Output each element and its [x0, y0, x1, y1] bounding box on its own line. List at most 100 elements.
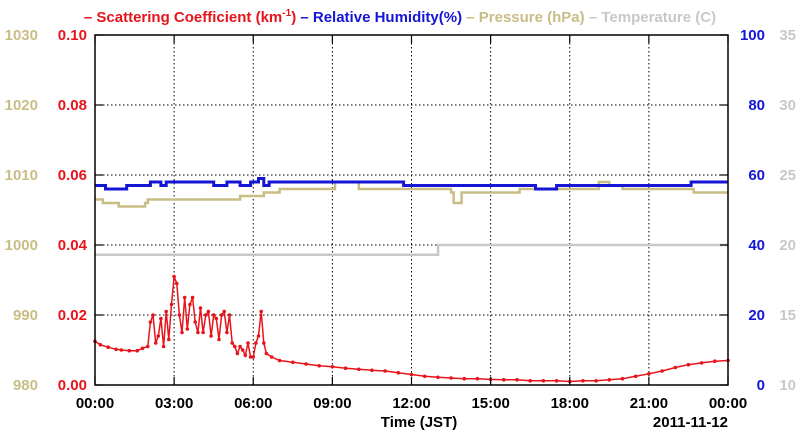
series-line-pressure [95, 180, 728, 208]
tick-label-scattering: 0.06 [58, 167, 87, 184]
data-point-scattering [254, 341, 258, 345]
series-line-humidity [95, 177, 728, 191]
legend-label-pressure: Pressure (hPa) [479, 9, 585, 26]
right-axis-humidity: 0 20 40 60 80 100 [740, 27, 765, 394]
data-point-scattering [98, 343, 103, 347]
data-point-scattering [462, 376, 467, 381]
right-axis-temperature: 10 15 20 25 30 35 [779, 27, 796, 394]
data-point-scattering [256, 334, 261, 338]
data-point-scattering [169, 302, 174, 307]
legend: – Scattering Coefficient (km-1) – Relati… [84, 8, 716, 26]
data-point-scattering [686, 362, 691, 367]
x-axis: 00:00 03:00 06:00 09:00 12:00 15:00 18:00 21:00… [76, 34, 747, 412]
tick-label-pressure: 1000 [5, 237, 38, 254]
tick-label-temperature: 35 [779, 27, 796, 44]
data-point-scattering [259, 309, 264, 314]
data-point-scattering [175, 281, 179, 286]
data-point-scattering [106, 345, 110, 350]
x-tick-label: 15:00 [471, 395, 509, 412]
data-point-scattering [140, 346, 145, 351]
data-point-scattering [330, 365, 335, 369]
data-point-scattering [190, 295, 195, 300]
data-point-scattering [246, 341, 250, 345]
tick-label-humidity: 60 [748, 167, 765, 184]
legend-label-humidity: Relative Humidity(%) [313, 9, 462, 26]
data-point-scattering [206, 309, 211, 314]
legend-sup-scattering: -1 [282, 8, 291, 19]
data-point-scattering [222, 309, 226, 314]
data-point-scattering [198, 306, 203, 310]
tick-label-humidity: 80 [748, 97, 765, 114]
data-point-scattering [541, 379, 546, 383]
data-point-scattering [211, 313, 216, 317]
data-point-scattering [119, 348, 124, 352]
data-point-scattering [357, 367, 361, 372]
data-point-scattering [528, 379, 532, 383]
series-layer [93, 177, 730, 384]
legend-label-scattering: Scattering Coefficient (km [96, 9, 282, 26]
tick-label-temperature: 30 [779, 97, 796, 114]
data-point-scattering [180, 330, 184, 335]
data-point-scattering [238, 344, 242, 349]
x-tick-label: 12:00 [392, 395, 430, 412]
tick-label-temperature: 25 [779, 167, 796, 184]
data-point-scattering [594, 379, 598, 383]
date-label: 2011-11-12 [653, 414, 728, 431]
tick-label-scattering: 0.00 [58, 377, 87, 394]
data-point-scattering [277, 358, 282, 363]
tick-label-scattering: 0.04 [58, 237, 88, 254]
data-point-scattering [148, 320, 153, 324]
data-point-scattering [449, 376, 453, 380]
grid [95, 35, 728, 385]
left-axis-scattering: 0.00 0.02 0.04 0.06 0.08 0.10 [58, 27, 88, 394]
data-point-scattering [156, 334, 161, 338]
legend-text: – Scattering Coefficient (km-1) – Relati… [84, 8, 716, 26]
data-point-scattering [660, 369, 664, 373]
data-point-scattering [581, 379, 585, 383]
series-line-scattering [94, 276, 729, 383]
legend-marker-humidity: – [296, 9, 313, 26]
data-point-scattering [135, 348, 139, 353]
data-point-scattering [475, 376, 480, 381]
data-point-scattering [269, 355, 274, 359]
data-point-scattering [127, 348, 132, 353]
tick-label-humidity: 0 [757, 377, 765, 394]
data-point-scattering [204, 313, 208, 317]
data-point-scattering [647, 372, 651, 376]
data-point-scattering [225, 330, 229, 335]
data-point-scattering [214, 316, 219, 321]
legend-marker-pressure: – [462, 9, 479, 26]
data-point-scattering [699, 361, 704, 365]
data-point-scattering [554, 379, 559, 383]
data-point-scattering [185, 327, 190, 331]
data-point-scattering [172, 274, 176, 279]
tick-label-humidity: 100 [740, 27, 765, 44]
data-point-scattering [230, 341, 234, 345]
series-line-temperature [95, 243, 728, 257]
data-point-scattering [243, 353, 248, 358]
x-tick-label: 09:00 [313, 395, 351, 412]
data-point-scattering [383, 369, 387, 373]
data-point-scattering [161, 344, 166, 349]
data-point-scattering [233, 344, 237, 349]
x-axis-label: Time (JST) [381, 414, 457, 431]
data-point-scattering [227, 313, 232, 317]
data-point-scattering [146, 344, 150, 349]
tick-label-temperature: 15 [779, 307, 796, 324]
data-point-scattering [291, 360, 295, 365]
data-point-scattering [196, 330, 200, 335]
data-point-scattering [182, 295, 187, 300]
data-point-scattering [502, 378, 506, 382]
data-point-scattering [193, 320, 197, 324]
data-point-scattering [713, 359, 717, 364]
x-tick-label: 06:00 [234, 395, 272, 412]
left-axis-pressure: 980 990 1000 1010 1020 1030 [5, 27, 38, 394]
data-point-scattering [343, 366, 348, 371]
legend-label-temperature: Temperature (C) [601, 9, 716, 26]
data-point-scattering [607, 378, 612, 382]
data-point-scattering [219, 313, 224, 317]
data-point-scattering [262, 341, 266, 345]
data-point-scattering [188, 302, 192, 307]
data-point-scattering [177, 313, 182, 317]
